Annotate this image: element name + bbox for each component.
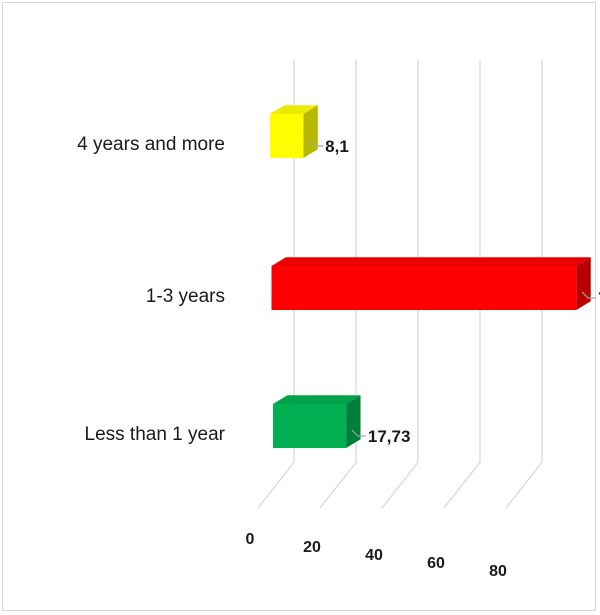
bars	[270, 105, 591, 448]
category-label-0: 4 years and more	[77, 134, 225, 155]
data-label-0: 8,1	[325, 137, 349, 156]
tick-label-80: 80	[489, 563, 507, 580]
bar-top-1	[271, 257, 591, 266]
bar-top-0	[270, 105, 318, 114]
tick-label-40: 40	[365, 547, 383, 564]
tick-label-0: 0	[246, 531, 255, 548]
bar-0	[270, 114, 304, 158]
leader-line-2	[351, 429, 366, 437]
tick-label-60: 60	[427, 555, 445, 572]
floor-line-40	[381, 461, 419, 509]
floor-line-60	[443, 461, 481, 509]
data-label-1: 73,9	[598, 289, 600, 308]
leader-line-1	[581, 291, 597, 299]
category-label-1: 1-3 years	[146, 286, 225, 307]
category-label-2: Less than 1 year	[85, 424, 226, 445]
bar-side-1	[576, 257, 591, 310]
bar-1	[271, 266, 577, 310]
bar-top-2	[273, 395, 361, 404]
tick-label-20: 20	[303, 539, 321, 556]
bar-side-0	[303, 105, 318, 158]
floor-line-20	[319, 461, 357, 509]
labels: 0 20 40 60 80 8,1 4 years and more 73,9 1-3 year…	[77, 134, 600, 580]
bar-2	[273, 404, 347, 448]
leader-line-0	[308, 139, 324, 147]
floor-line-0	[257, 461, 295, 509]
floor-line-80	[505, 461, 543, 509]
data-label-2: 17,73	[368, 427, 411, 446]
bar-side-2	[346, 395, 361, 448]
